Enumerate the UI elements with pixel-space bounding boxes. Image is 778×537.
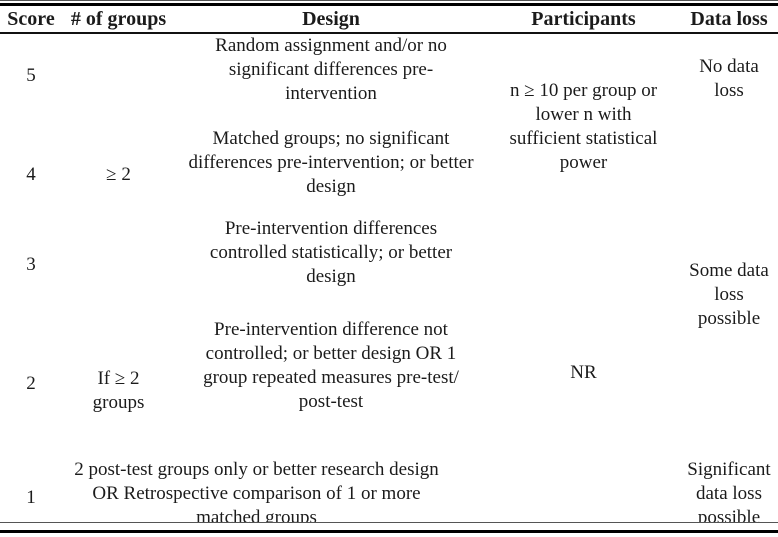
col-header-data-loss: Data loss bbox=[680, 6, 778, 34]
table-row-score-1: 1 2 post-test groups only or better rese… bbox=[0, 426, 778, 523]
cell-design-3: Pre-intervention differences controlled … bbox=[209, 218, 453, 287]
cell-score-3: 3 bbox=[26, 254, 36, 275]
cell-score-4: 4 bbox=[26, 164, 36, 185]
table-row-score-4: 4 ≥ 2 Matched groups; no significant dif… bbox=[0, 110, 778, 200]
cell-dataloss-4-empty bbox=[680, 110, 778, 200]
cell-design-4: Matched groups; no significant differenc… bbox=[188, 128, 474, 197]
cell-groups-5-empty bbox=[62, 33, 175, 110]
cell-groups-4: ≥ 2 bbox=[106, 164, 131, 185]
cell-groups-3-empty bbox=[62, 200, 175, 306]
cell-score-5: 5 bbox=[26, 65, 36, 86]
cell-participants-3-empty bbox=[487, 200, 680, 306]
cell-design-2: Pre-intervention difference not controll… bbox=[203, 319, 459, 412]
cell-dataloss-3-2: Some data loss possible bbox=[689, 260, 769, 329]
dataloss-1-text: Significant data loss possible bbox=[687, 458, 771, 523]
table-row-score-2: 2 If ≥ 2 groups Pre-intervention differe… bbox=[0, 306, 778, 426]
table-bottom-thick-rule bbox=[0, 529, 778, 533]
table-row-score-5: 5 Random assignment and/or no significan… bbox=[0, 33, 778, 173]
table-header: Score # of groups Design Participants Da… bbox=[0, 6, 778, 34]
col-header-participants: Participants bbox=[487, 6, 680, 34]
col-header-num-groups: # of groups bbox=[62, 6, 175, 34]
cell-score-2: 2 bbox=[26, 373, 36, 394]
cell-participants-5-4: n ≥ 10 per group or lower n with suffici… bbox=[509, 80, 658, 173]
cell-dataloss-5: No data loss bbox=[699, 56, 759, 101]
cell-groups-2: If ≥ 2 groups bbox=[92, 368, 145, 413]
scoring-criteria-table: Score # of groups Design Participants Da… bbox=[0, 6, 778, 523]
cell-participants-1-empty bbox=[487, 426, 680, 522]
design-1-text: 2 post-test groups only or better resear… bbox=[74, 458, 439, 523]
header-row: Score # of groups Design Participants Da… bbox=[0, 6, 778, 34]
table-body: 5 Random assignment and/or no significan… bbox=[0, 33, 778, 522]
table-top-thin-rule bbox=[0, 0, 778, 1]
table-row-score-3: 3 Pre-intervention differences controlle… bbox=[0, 200, 778, 329]
cell-design-5: Random assignment and/or no significant … bbox=[215, 35, 447, 104]
cell-participants-2: NR bbox=[570, 362, 597, 383]
col-header-score: Score bbox=[0, 6, 62, 34]
col-header-design: Design bbox=[175, 6, 487, 34]
table-top-thick-rule bbox=[0, 3, 778, 6]
cell-dataloss-1: Significant data loss possible bbox=[680, 426, 778, 523]
cell-design-1: 2 post-test groups only or better resear… bbox=[62, 426, 487, 523]
cell-score-1: 1 bbox=[26, 486, 36, 508]
